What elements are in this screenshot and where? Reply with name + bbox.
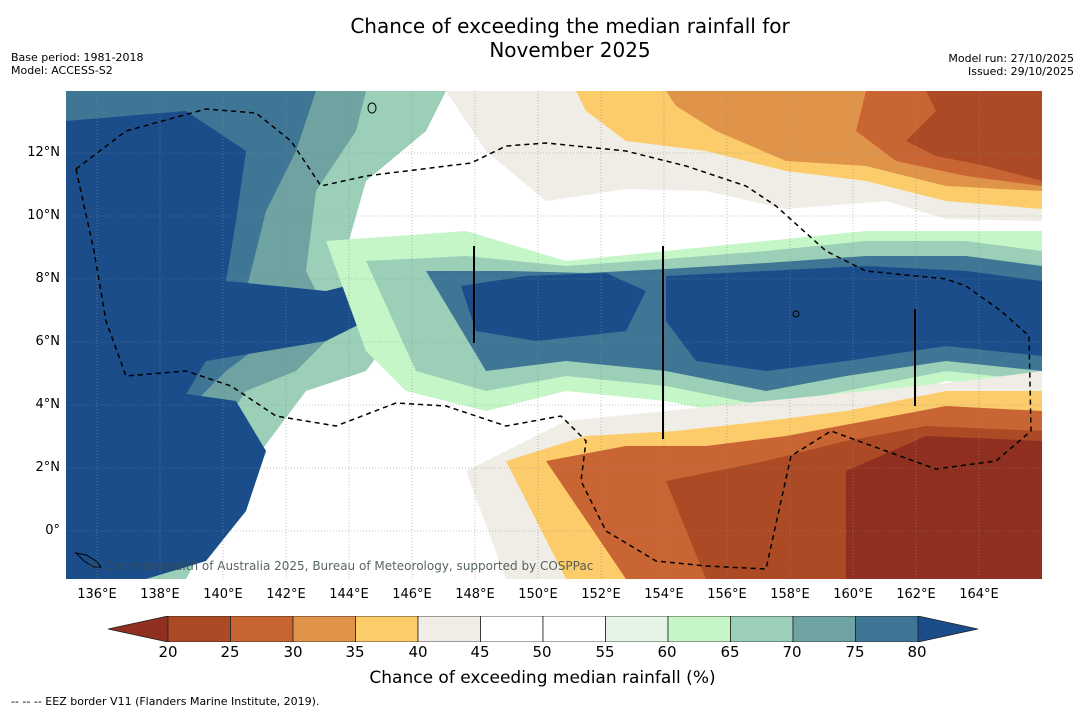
copyright-notice: © Commonwealth of Australia 2025, Bureau… <box>88 559 594 573</box>
x-axis-label: 154°E <box>644 587 684 602</box>
colorbar-tick: 45 <box>470 643 490 661</box>
island-icon <box>367 102 377 114</box>
wet-zone-southwest <box>66 391 266 579</box>
dry-zone-northeast-25 <box>906 91 1042 181</box>
chart-title: Chance of exceeding the median rainfall … <box>0 14 1085 62</box>
colorbar-segment <box>167 615 231 643</box>
colorbar-tick: 55 <box>595 643 615 661</box>
colorbar-segment <box>730 615 794 643</box>
x-axis-label: 146°E <box>392 587 432 602</box>
model-run-date: Model run: 27/10/2025 <box>948 52 1074 65</box>
title-line-2: November 2025 <box>489 38 651 62</box>
x-axis-label: 144°E <box>329 587 369 602</box>
colorbar-tick: 25 <box>220 643 240 661</box>
model-info: Base period: 1981-2018 Model: ACCESS-S2 <box>11 51 143 77</box>
x-axis-label: 148°E <box>455 587 495 602</box>
run-info: Model run: 27/10/2025 Issued: 29/10/2025 <box>948 52 1074 78</box>
x-axis-label: 160°E <box>833 587 873 602</box>
y-axis-label: 4°N <box>35 397 61 412</box>
y-axis-label: 10°N <box>27 208 60 223</box>
colorbar-tick: 20 <box>158 643 178 661</box>
dry-zone-southeast-20 <box>846 436 1042 579</box>
colorbar-extension-low <box>107 615 169 643</box>
colorbar-tick: 80 <box>907 643 927 661</box>
colorbar-label: Chance of exceeding median rainfall (%) <box>369 668 716 688</box>
colorbar-segment <box>855 615 919 643</box>
eez-border <box>75 108 1032 570</box>
colorbar-segment <box>792 615 856 643</box>
x-axis-label: 158°E <box>770 587 810 602</box>
y-axis-label: 2°N <box>35 460 61 475</box>
y-axis-label: 8°N <box>35 271 61 286</box>
colorbar-tick: 60 <box>657 643 677 661</box>
x-axis-label: 136°E <box>77 587 117 602</box>
colorbar-segment <box>292 615 356 643</box>
colorbar-segment <box>417 615 481 643</box>
x-axis-label: 164°E <box>959 587 999 602</box>
island-icon <box>792 310 800 318</box>
x-axis-label: 142°E <box>266 587 306 602</box>
colorbar-tick: 30 <box>283 643 303 661</box>
x-axis-label: 150°E <box>518 587 558 602</box>
x-axis-label: 156°E <box>707 587 747 602</box>
wet-zone-west-core <box>66 111 396 579</box>
title-line-1: Chance of exceeding the median rainfall … <box>350 14 790 38</box>
colorbar-tick: 65 <box>720 643 740 661</box>
wet-band-central-core <box>461 266 1042 371</box>
colorbar-tick: 70 <box>782 643 802 661</box>
colorbar-svg <box>107 615 979 643</box>
base-period: Base period: 1981-2018 <box>11 51 144 64</box>
colorbar-tick: 40 <box>408 643 428 661</box>
model-name: Model: ACCESS-S2 <box>11 64 113 77</box>
colorbar-segment <box>230 615 294 643</box>
colorbar-tick: 50 <box>532 643 552 661</box>
y-axis-label: 0° <box>45 523 60 538</box>
colorbar-segment <box>542 615 606 643</box>
x-axis-label: 138°E <box>140 587 180 602</box>
coastline-icon <box>74 552 103 568</box>
colorbar-tick: 35 <box>345 643 365 661</box>
issued-date: Issued: 29/10/2025 <box>967 65 1074 78</box>
map-svg <box>66 91 1042 579</box>
map-gridlines <box>66 91 1042 579</box>
x-axis-label: 140°E <box>203 587 243 602</box>
x-axis-label: 162°E <box>896 587 936 602</box>
colorbar <box>107 615 979 643</box>
colorbar-segment <box>355 615 419 643</box>
colorbar-extension-high <box>917 615 979 643</box>
y-axis-label: 6°N <box>35 334 61 349</box>
footnote: -- -- -- EEZ border V11 (Flanders Marine… <box>11 695 320 708</box>
y-axis-label: 12°N <box>27 145 60 160</box>
colorbar-tick: 75 <box>845 643 865 661</box>
colorbar-segment <box>667 615 731 643</box>
rainfall-map <box>66 91 1042 579</box>
colorbar-segment <box>480 615 544 643</box>
x-axis-label: 152°E <box>581 587 621 602</box>
colorbar-segment <box>605 615 669 643</box>
